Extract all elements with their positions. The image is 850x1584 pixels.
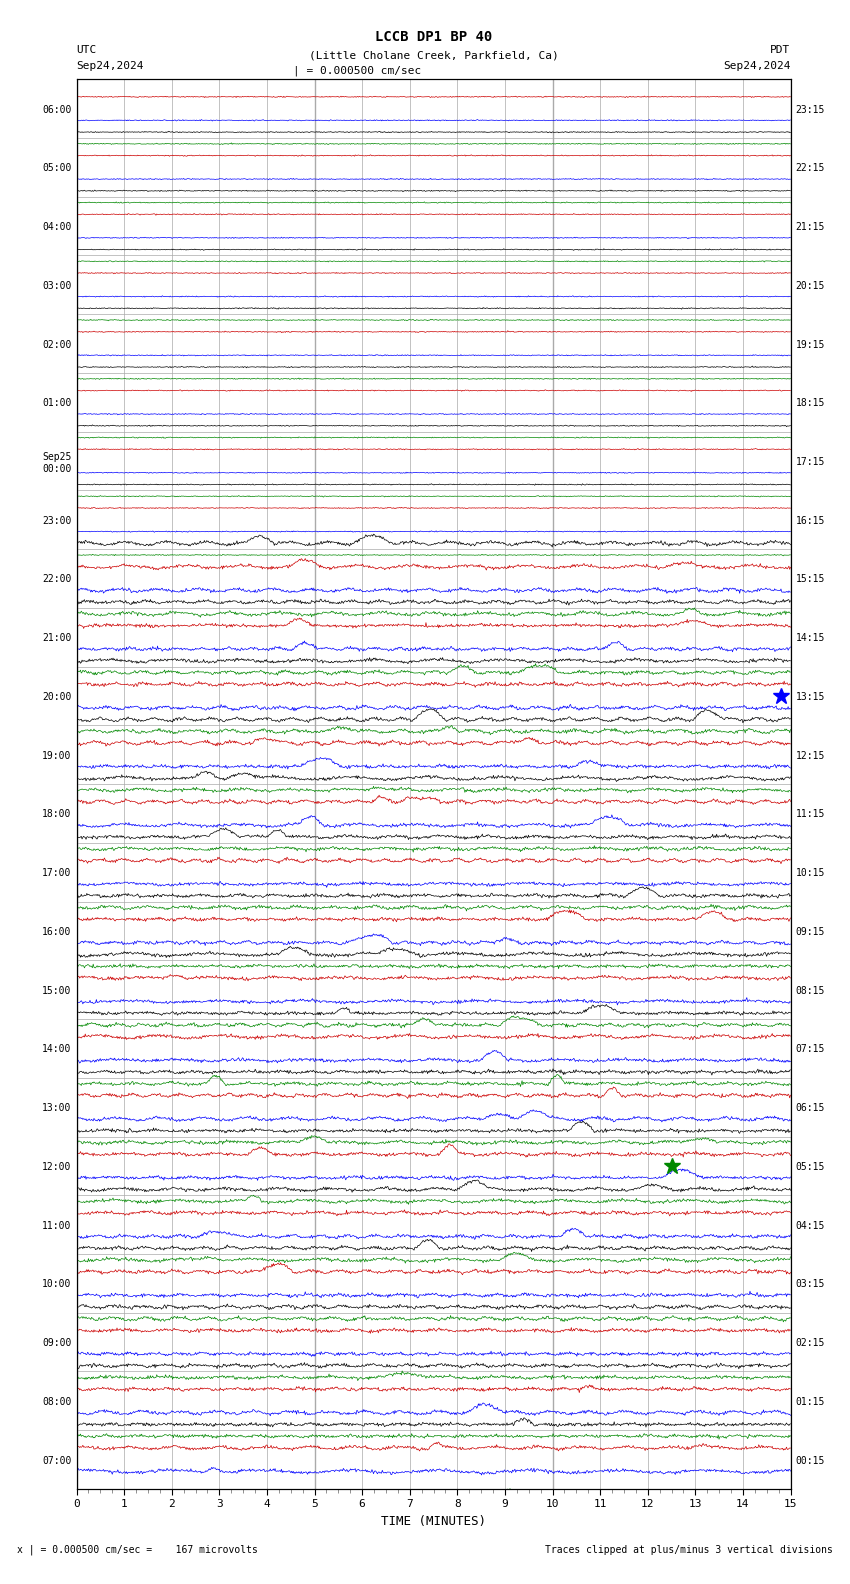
X-axis label: TIME (MINUTES): TIME (MINUTES) — [381, 1514, 486, 1529]
Text: | = 0.000500 cm/sec: | = 0.000500 cm/sec — [293, 65, 421, 76]
Text: LCCB DP1 BP 40: LCCB DP1 BP 40 — [375, 30, 492, 44]
Text: Sep24,2024: Sep24,2024 — [76, 62, 144, 71]
Text: (Little Cholane Creek, Parkfield, Ca): (Little Cholane Creek, Parkfield, Ca) — [309, 51, 558, 60]
Text: Traces clipped at plus/minus 3 vertical divisions: Traces clipped at plus/minus 3 vertical … — [545, 1546, 833, 1555]
Text: UTC: UTC — [76, 46, 97, 55]
Text: Sep24,2024: Sep24,2024 — [723, 62, 791, 71]
Text: PDT: PDT — [770, 46, 790, 55]
Text: x | = 0.000500 cm/sec =    167 microvolts: x | = 0.000500 cm/sec = 167 microvolts — [17, 1544, 258, 1555]
